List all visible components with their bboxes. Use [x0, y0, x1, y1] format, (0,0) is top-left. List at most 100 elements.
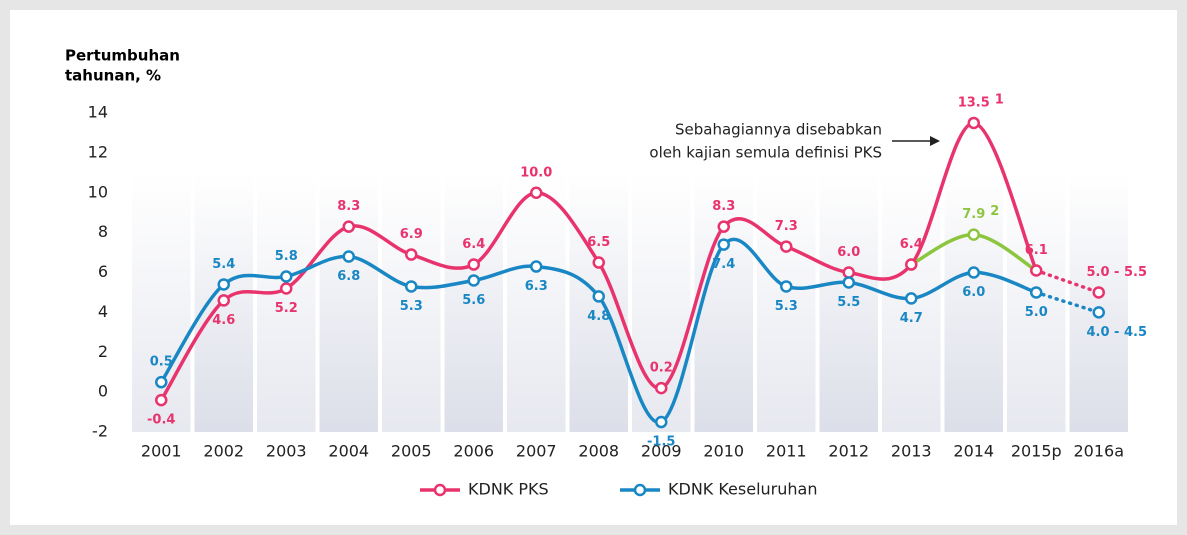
point — [217, 278, 230, 291]
column-shade — [319, 173, 378, 432]
data-label: 6.0 — [837, 245, 860, 260]
data-label: 13.5 — [958, 95, 990, 110]
annotation: Sebahagiannya disebabkan — [675, 121, 882, 139]
point — [1092, 306, 1105, 319]
data-label: 10.0 — [520, 165, 552, 180]
point — [1030, 286, 1043, 299]
y-tick-label: 6 — [98, 262, 108, 281]
data-label: 6.3 — [525, 279, 548, 294]
data-label: 4.0 - 4.5 — [1086, 325, 1147, 340]
point — [1092, 286, 1105, 299]
x-tick-label: 2006 — [453, 442, 494, 461]
data-label: 5.0 — [1025, 305, 1048, 320]
x-tick-label: 2002 — [203, 442, 244, 461]
data-label: 8.3 — [337, 199, 360, 214]
data-label: 7.4 — [712, 257, 735, 272]
data-label: 5.3 — [400, 299, 423, 314]
x-tick-label: 2009 — [641, 442, 682, 461]
column-shade — [132, 173, 191, 432]
x-tick-label: 2011 — [766, 442, 807, 461]
data-label: 5.5 — [837, 295, 860, 310]
y-axis-title: Pertumbuhan — [65, 47, 180, 65]
y-axis-title: tahunan, % — [65, 67, 161, 85]
point — [217, 294, 230, 307]
point — [342, 220, 355, 233]
x-tick-label: 2001 — [141, 442, 182, 461]
column-shade — [507, 173, 566, 432]
point — [905, 258, 918, 271]
series-line — [159, 237, 1038, 424]
y-tick-label: 14 — [88, 103, 108, 122]
data-label: 6.4 — [900, 237, 923, 252]
data-label: 0.2 — [650, 361, 673, 376]
x-tick-label: 2013 — [891, 442, 932, 461]
point — [155, 375, 168, 389]
column-shade — [694, 173, 753, 432]
x-tick-label: 2014 — [953, 442, 994, 461]
point — [467, 274, 480, 287]
column-shade — [757, 173, 816, 432]
data-label: 5.4 — [212, 257, 235, 272]
data-label: 7.9 — [962, 207, 985, 222]
data-label: 8.3 — [712, 199, 735, 214]
x-tick-label: 2010 — [703, 442, 744, 461]
data-label: 6.0 — [962, 285, 985, 300]
data-label: 6.5 — [587, 235, 610, 250]
x-tick-label: 2015p — [1011, 442, 1062, 461]
data-label: 4.6 — [212, 313, 235, 328]
legend-label: KDNK PKS — [468, 480, 549, 499]
data-label: 5.2 — [275, 301, 298, 316]
data-label: -1.5 — [647, 435, 675, 450]
point — [967, 266, 980, 279]
point — [155, 393, 168, 407]
data-label: 6.4 — [462, 237, 485, 252]
data-label: 6.9 — [400, 227, 423, 242]
legend-marker — [633, 483, 647, 497]
point — [530, 186, 543, 199]
x-tick-label: 2016a — [1073, 442, 1124, 461]
series-line — [159, 121, 1038, 402]
point — [280, 282, 293, 295]
data-label: -0.4 — [147, 413, 175, 428]
data-label: 4.8 — [587, 309, 610, 324]
data-label: 5.6 — [462, 293, 485, 308]
legend-marker — [433, 483, 447, 497]
point — [405, 248, 418, 261]
column-shade — [257, 173, 316, 432]
footnote-mark: 1 — [995, 92, 1004, 107]
footnote-mark: 2 — [990, 204, 999, 219]
y-tick-label: 12 — [88, 142, 108, 161]
point — [717, 238, 730, 251]
data-label: 6.8 — [337, 269, 360, 284]
annotation: oleh kajian semula definisi PKS — [649, 144, 882, 162]
data-label: 5.3 — [775, 299, 798, 314]
point — [467, 258, 480, 271]
point — [905, 292, 918, 305]
point — [967, 228, 980, 241]
column-shade — [819, 173, 878, 432]
point — [780, 280, 793, 293]
point — [967, 116, 980, 130]
y-tick-label: -2 — [92, 422, 108, 441]
data-label: 7.3 — [775, 219, 798, 234]
column-shade — [1069, 173, 1128, 432]
point — [717, 220, 730, 233]
point — [530, 260, 543, 273]
point — [842, 266, 855, 279]
point — [780, 240, 793, 253]
point — [655, 381, 668, 395]
x-tick-label: 2007 — [516, 442, 557, 461]
point — [342, 250, 355, 263]
point — [842, 276, 855, 289]
column-shade — [382, 173, 441, 432]
data-label: 5.0 - 5.5 — [1086, 265, 1147, 280]
data-label: 5.8 — [275, 249, 298, 264]
point — [1030, 264, 1043, 277]
point — [592, 256, 605, 269]
x-tick-label: 2003 — [266, 442, 307, 461]
y-tick-label: 4 — [98, 302, 108, 321]
column-shade — [444, 173, 503, 432]
point — [655, 415, 668, 429]
x-tick-label: 2004 — [328, 442, 369, 461]
